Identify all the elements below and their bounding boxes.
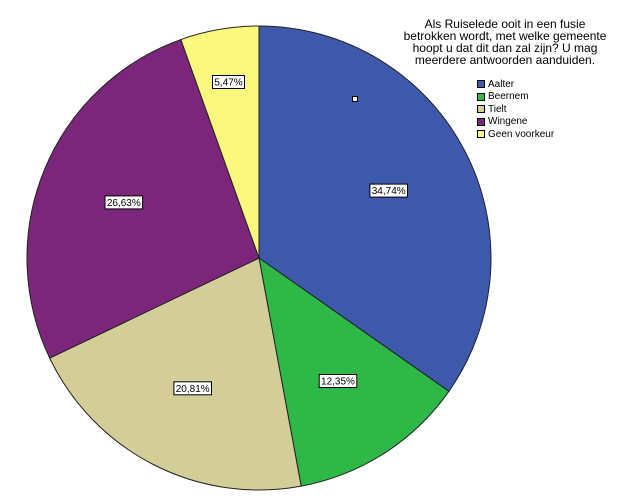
slice-data-label: 34,74% — [369, 183, 408, 198]
legend-label: Tielt — [488, 103, 507, 115]
slice-label-text: 26,63% — [107, 198, 141, 209]
slice-label-text: 34,74% — [372, 186, 406, 197]
legend-swatch — [477, 117, 485, 126]
legend-handle-marker — [352, 96, 358, 102]
pie-slice-beernem — [258, 256, 450, 487]
legend-item-tielt: Tielt — [477, 103, 554, 116]
chart-title-line: meerdere antwoorden aanduiden. — [414, 53, 596, 67]
slice-data-label: 5,47% — [212, 75, 245, 89]
legend-swatch — [477, 105, 485, 114]
slice-data-label: 12,35% — [318, 374, 358, 388]
legend-label: Aalter — [488, 78, 515, 90]
slice-label-text: 5,47% — [214, 78, 242, 89]
legend-item-wingene: Wingene — [477, 116, 554, 129]
chart-title-line: betrokken wordt, met welke gemeente — [403, 29, 607, 43]
legend-label: Geen voorkeur — [488, 128, 555, 140]
legend-item-geen-voorkeur: Geen voorkeur — [477, 128, 554, 141]
legend-label: Beernem — [488, 91, 529, 103]
pie-slice-tielt — [49, 257, 302, 491]
legend-swatch — [477, 80, 485, 89]
legend-swatch — [477, 92, 485, 101]
legend-swatch — [477, 130, 485, 139]
legend-item-beernem: Beernem — [477, 91, 554, 104]
chart-title-line: Als Ruiselede ooit in een fusie — [424, 17, 586, 31]
legend-label: Wingene — [488, 116, 528, 128]
chart-title-line: hoopt u dat dit dan zal zijn? U mag — [412, 41, 598, 55]
slice-data-label: 26,63% — [104, 195, 144, 210]
slice-data-label: 20,81% — [173, 381, 212, 396]
pie-slice-aalter — [258, 25, 492, 392]
slice-label-text: 20,81% — [176, 384, 210, 395]
chart-legend: Aalter Beernem Tielt Wingene Geen voorke… — [477, 78, 554, 141]
slice-label-text: 12,35% — [321, 377, 355, 388]
chart-title: Als Ruiselede ooit in een fusie betrokke… — [388, 18, 622, 66]
legend-item-aalter: Aalter — [477, 78, 554, 91]
